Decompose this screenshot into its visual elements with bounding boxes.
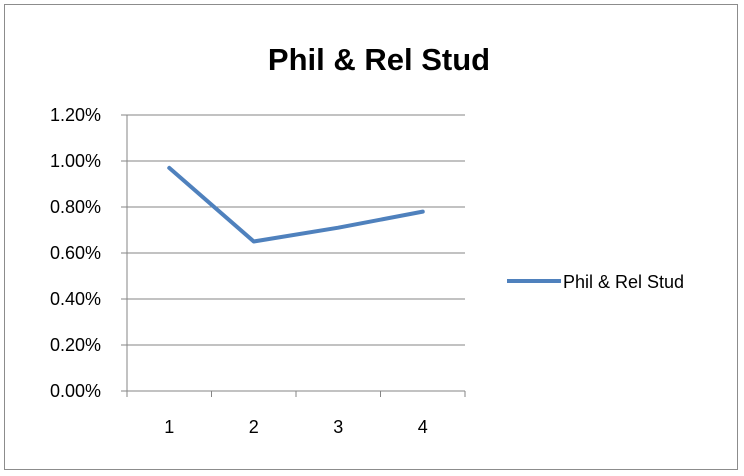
gridlines (127, 114, 465, 346)
y-tick-label: 1.20% (50, 105, 101, 125)
x-tick-label: 4 (418, 417, 428, 437)
y-tick-label: 0.20% (50, 335, 101, 355)
y-tick-label: 0.60% (50, 243, 101, 263)
chart-title: Phil & Rel Stud (268, 42, 490, 77)
series-group (167, 165, 425, 244)
x-tick-label: 2 (249, 417, 259, 437)
y-axis-tick-labels: 0.00% 0.20% 0.40% 0.60% 0.80% 1.00% 1.20% (50, 105, 101, 401)
x-axis-tick-labels: 1 2 3 4 (164, 417, 428, 437)
y-tick-label: 0.80% (50, 197, 101, 217)
chart-frame: Phil & Rel Stud 0.00% 0.20% 0.40% 0.60% 0.80… (4, 4, 738, 470)
x-tick-label: 1 (164, 417, 174, 437)
y-tick-label: 1.00% (50, 151, 101, 171)
axes (121, 114, 466, 397)
y-tick-label: 0.40% (50, 289, 101, 309)
y-tick-label: 0.00% (50, 381, 101, 401)
legend-label: Phil & Rel Stud (563, 272, 684, 292)
x-tick-label: 3 (333, 417, 343, 437)
legend: Phil & Rel Stud (507, 272, 684, 292)
series-line (167, 165, 425, 244)
line-chart: Phil & Rel Stud 0.00% 0.20% 0.40% 0.60% 0.80… (50, 42, 684, 437)
